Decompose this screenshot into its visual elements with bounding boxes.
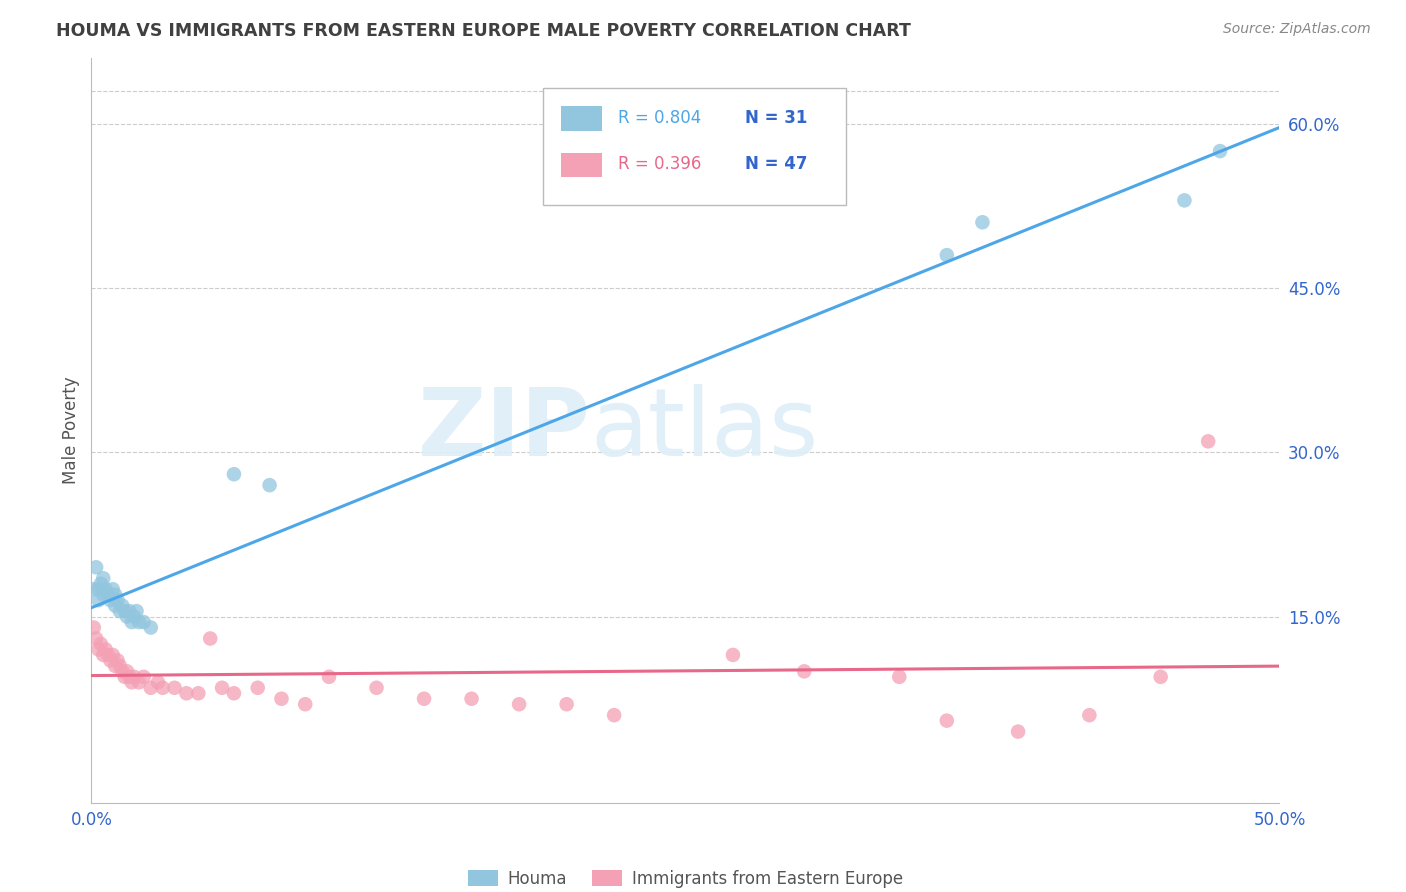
Point [603,708,626,723]
Point [115,665,138,679]
Y-axis label: Male Poverty: Male Poverty [62,376,80,484]
Point [1078,708,1101,723]
Bar [561,106,602,131]
FancyBboxPatch shape [543,87,846,205]
Point [1173,194,1195,208]
Point [100,653,122,667]
Point [108,659,131,673]
Point [259,478,281,492]
Point [1149,670,1171,684]
Point [83,582,105,597]
Point [90,637,112,651]
Text: HOUMA VS IMMIGRANTS FROM EASTERN EUROPE MALE POVERTY CORRELATION CHART: HOUMA VS IMMIGRANTS FROM EASTERN EUROPE … [56,22,911,40]
Point [84,632,107,646]
Text: R = 0.804: R = 0.804 [617,109,702,127]
Point [97,588,120,602]
Point [1007,724,1029,739]
Text: Source: ZipAtlas.com: Source: ZipAtlas.com [1223,22,1371,37]
Point [104,599,127,613]
Point [83,621,105,635]
Point [101,648,124,662]
Text: ZIP: ZIP [418,384,591,476]
Point [111,665,134,679]
Point [413,691,436,706]
Point [211,681,233,695]
Bar [561,153,602,178]
Point [91,571,114,585]
Point [176,686,198,700]
Point [508,697,530,711]
Point [721,648,744,662]
Point [200,632,222,646]
Point [115,609,138,624]
Point [793,665,815,679]
Point [163,681,186,695]
Point [100,593,122,607]
Point [107,593,129,607]
Point [94,582,117,597]
Point [128,615,150,629]
Point [246,681,269,695]
Point [270,691,292,706]
Point [87,582,110,597]
Text: N = 47: N = 47 [745,154,807,173]
Point [114,670,136,684]
Point [132,670,155,684]
Point [146,675,169,690]
Point [121,615,143,629]
Point [935,248,957,262]
Point [318,670,340,684]
Point [187,686,209,700]
Point [222,686,245,700]
Point [84,560,107,574]
Text: atlas: atlas [591,384,818,476]
Point [889,670,911,684]
Text: R = 0.396: R = 0.396 [617,154,702,173]
Point [222,467,245,482]
Point [118,670,141,684]
Point [152,681,174,695]
Point [122,670,145,684]
Point [107,653,129,667]
Point [118,604,141,618]
Point [111,599,134,613]
Legend: Houma, Immigrants from Eastern Europe: Houma, Immigrants from Eastern Europe [461,863,910,892]
Point [125,604,148,618]
Point [114,604,136,618]
Point [555,697,578,711]
Point [104,588,127,602]
Point [139,621,162,635]
Point [104,659,127,673]
Point [97,648,120,662]
Point [1197,434,1219,449]
Point [132,615,155,629]
Point [294,697,316,711]
Point [87,642,110,657]
Point [87,593,110,607]
Point [366,681,388,695]
Point [121,675,143,690]
Point [94,642,117,657]
Point [91,588,114,602]
Point [972,215,994,229]
Point [1209,144,1232,158]
Text: N = 31: N = 31 [745,109,807,127]
Point [122,609,145,624]
Point [935,714,957,728]
Point [101,582,124,597]
Point [139,681,162,695]
Point [460,691,482,706]
Point [128,675,150,690]
Point [90,576,112,591]
Point [91,648,114,662]
Point [108,604,131,618]
